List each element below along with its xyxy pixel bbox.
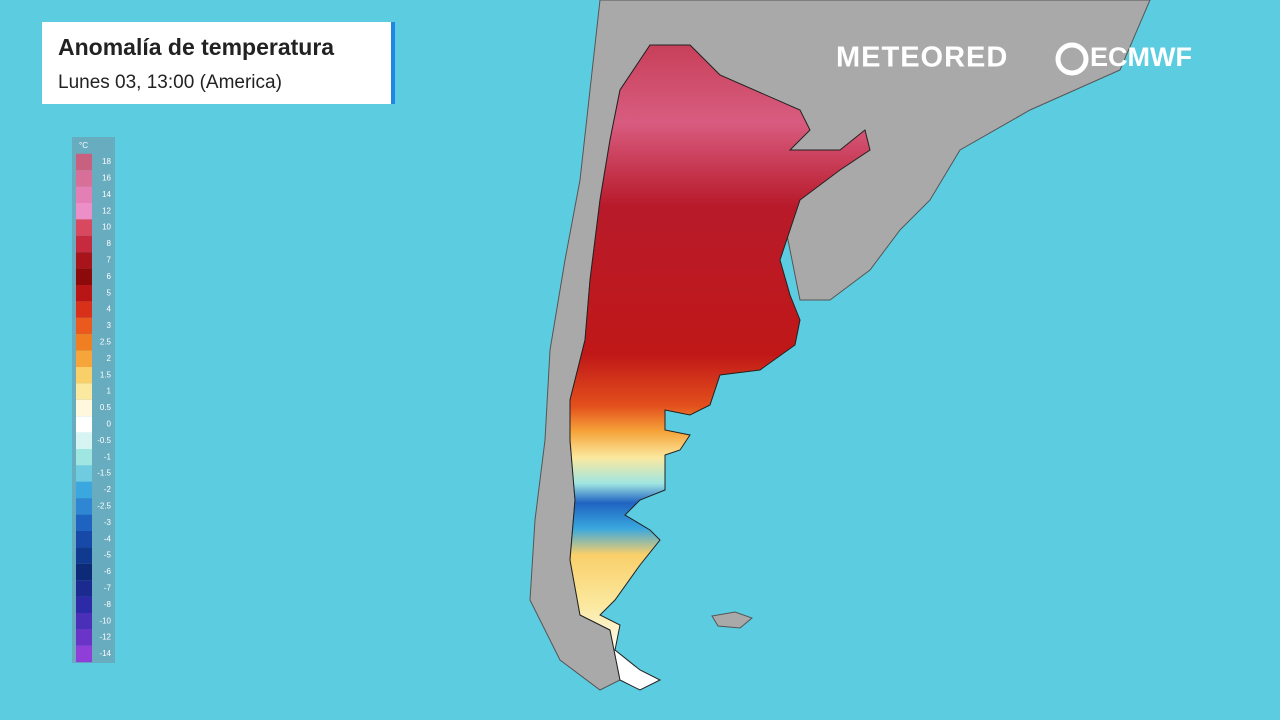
legend-swatch — [76, 449, 92, 466]
legend-swatch — [76, 383, 92, 400]
legend-label: 8 — [107, 239, 112, 248]
legend-swatch — [76, 645, 92, 663]
legend-label: -14 — [99, 649, 111, 658]
legend-label: 0.5 — [100, 403, 112, 412]
legend-swatch — [76, 334, 92, 351]
legend-label: 4 — [107, 305, 112, 314]
legend-unit: °C — [79, 141, 88, 150]
partner-logo: ECMWF — [1090, 42, 1192, 72]
legend-swatch — [76, 219, 92, 236]
legend-label: -1 — [104, 452, 112, 461]
legend-label: 16 — [102, 174, 111, 183]
title-box — [42, 22, 395, 104]
legend-label: -6 — [104, 567, 112, 576]
legend-label: -0.5 — [97, 436, 111, 445]
legend-label: 3 — [107, 321, 112, 330]
legend-label: -4 — [104, 534, 112, 543]
legend-label: 7 — [107, 256, 112, 265]
partner-icon — [1055, 42, 1089, 76]
legend-swatch — [76, 514, 92, 531]
legend-label: 6 — [107, 272, 112, 281]
legend-label: 18 — [102, 157, 111, 166]
legend-label: -5 — [104, 551, 112, 560]
legend-swatch — [76, 301, 92, 318]
legend-label: 2 — [107, 354, 112, 363]
legend-swatch — [76, 203, 92, 220]
legend-label: 10 — [102, 223, 111, 232]
legend-swatch — [76, 170, 92, 187]
legend-swatch — [76, 613, 92, 630]
legend-swatch — [76, 317, 92, 335]
legend-swatch — [76, 416, 92, 433]
legend-swatch — [76, 563, 92, 581]
title: Anomalía de temperatura — [58, 34, 334, 60]
legend-label: -7 — [104, 584, 112, 593]
legend-label: -10 — [99, 616, 111, 625]
legend-label: 1.5 — [100, 370, 112, 379]
legend-label: -8 — [104, 600, 112, 609]
argentina-anomaly — [569, 44, 871, 691]
legend-label: 0 — [107, 420, 112, 429]
legend-swatch — [76, 465, 92, 482]
legend-swatch — [76, 481, 92, 499]
legend-label: 1 — [107, 387, 112, 396]
legend-swatch — [76, 596, 92, 613]
legend-swatch — [76, 285, 92, 302]
legend-label: -12 — [99, 633, 111, 642]
legend-swatch — [76, 268, 92, 285]
legend-swatch — [76, 547, 92, 564]
subtitle: Lunes 03, 13:00 (America) — [58, 72, 282, 93]
legend-swatch — [76, 186, 92, 203]
legend-label: -2 — [104, 485, 112, 494]
legend-swatch — [76, 629, 92, 646]
brand-logo: METEORED — [836, 42, 1008, 74]
legend-label: -1.5 — [97, 469, 111, 478]
legend-label: 2.5 — [100, 338, 112, 347]
legend-swatch — [76, 580, 92, 597]
legend-label: -2.5 — [97, 502, 111, 511]
legend-swatch — [76, 350, 92, 367]
legend-label: 12 — [102, 206, 111, 215]
legend-label: 14 — [102, 190, 111, 199]
falklands — [711, 611, 753, 629]
legend-swatch — [76, 153, 92, 171]
legend-swatch — [76, 531, 92, 548]
legend-label: -3 — [104, 518, 112, 527]
legend-swatch — [76, 252, 92, 269]
legend-label: 5 — [107, 288, 112, 297]
legend-swatch — [76, 498, 92, 515]
legend-swatch — [76, 235, 92, 253]
legend-swatch — [76, 399, 92, 417]
title-accent — [391, 22, 395, 104]
legend-swatch — [76, 432, 92, 449]
legend-swatch — [76, 367, 92, 384]
